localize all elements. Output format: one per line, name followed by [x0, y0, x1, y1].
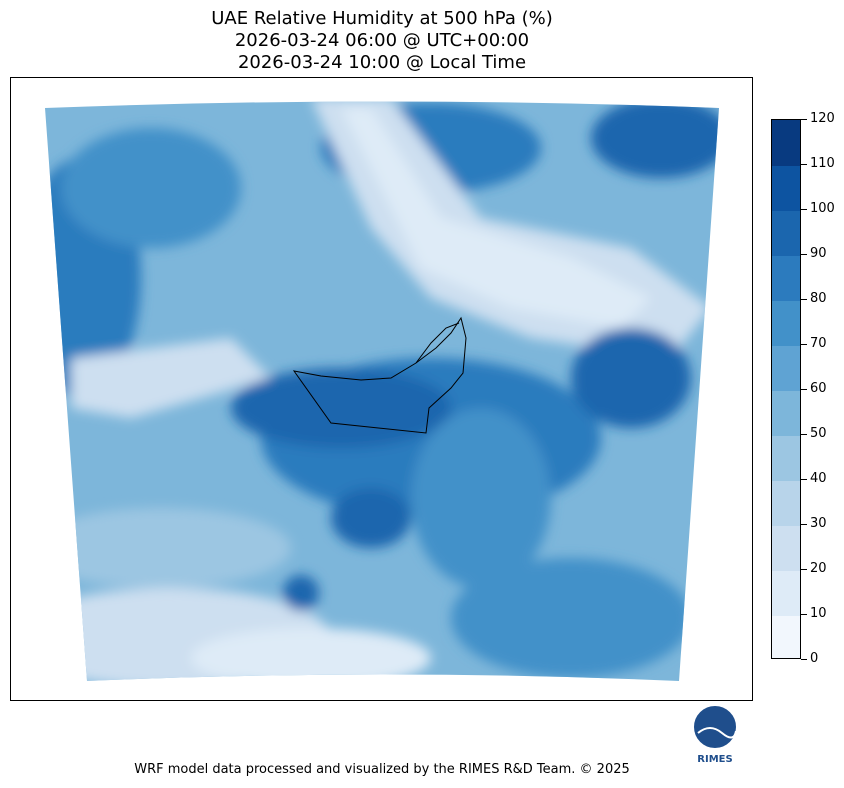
humidity-map: [45, 101, 719, 681]
colorbar-tick-label: 30: [810, 516, 827, 531]
colorbar-tick-label: 80: [810, 291, 827, 306]
colorbar-tick-label: 120: [810, 111, 835, 126]
colorbar-segment: [772, 165, 800, 211]
colorbar-tick-label: 60: [810, 381, 827, 396]
colorbar-tick: [801, 388, 807, 390]
map-title-line2: 2026-03-24 06:00 @ UTC+00:00: [234, 30, 530, 51]
colorbar-tick: [801, 118, 807, 120]
colorbar-tick: [801, 658, 807, 660]
colorbar-tick: [801, 163, 807, 165]
colorbar-segment: [772, 525, 800, 571]
colorbar-tick: [801, 298, 807, 300]
colorbar-tick: [801, 433, 807, 435]
colorbar-segment: [772, 480, 800, 526]
colorbar-tick: [801, 478, 807, 480]
colorbar-tick-label: 110: [810, 156, 835, 171]
colorbar-tick-label: 70: [810, 336, 827, 351]
map-title-line1: UAE Relative Humidity at 500 hPa (%): [211, 8, 553, 29]
rimes-logo: RIMES: [690, 699, 740, 769]
colorbar-tick-label: 90: [810, 246, 827, 261]
colorbar: [771, 119, 801, 659]
colorbar-tick-label: 0: [810, 651, 819, 666]
colorbar-segment: [772, 120, 800, 166]
colorbar-tick: [801, 523, 807, 525]
colorbar-segment: [772, 300, 800, 346]
colorbar-segment: [772, 615, 800, 658]
colorbar-segment: [772, 345, 800, 391]
colorbar-tick-label: 20: [810, 561, 827, 576]
colorbar-tick: [801, 343, 807, 345]
colorbar-tick: [801, 613, 807, 615]
footer-credit: WRF model data processed and visualized …: [134, 762, 630, 777]
colorbar-tick-label: 50: [810, 426, 827, 441]
map-title-line3: 2026-03-24 10:00 @ Local Time: [237, 52, 527, 73]
humidity-field: [45, 101, 719, 681]
colorbar-tick: [801, 208, 807, 210]
colorbar-segment: [772, 210, 800, 256]
colorbar-tick: [801, 568, 807, 570]
colorbar-tick: [801, 253, 807, 255]
colorbar-tick-label: 10: [810, 606, 827, 621]
colorbar-segment: [772, 570, 800, 616]
uae-border: [292, 316, 467, 434]
colorbar-tick-label: 100: [810, 201, 835, 216]
map-frame: RIMES: [10, 77, 753, 765]
colorbar-segment: [772, 255, 800, 301]
colorbar-segment: [772, 390, 800, 436]
colorbar-segment: [772, 435, 800, 481]
colorbar-tick-label: 40: [810, 471, 827, 486]
